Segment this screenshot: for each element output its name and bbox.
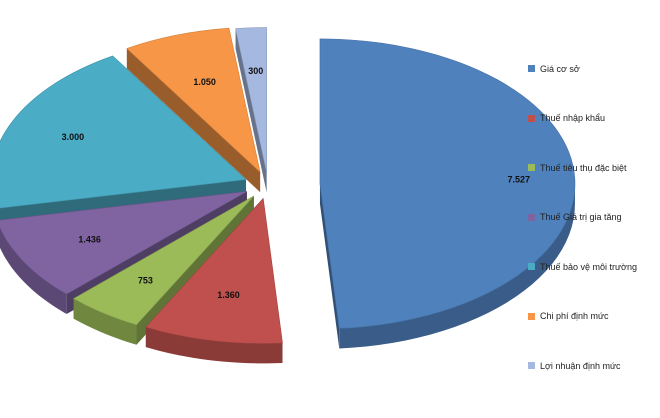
pie-slice-1: [145, 197, 283, 364]
legend-item-3: Thuế Giá trị gia tăng: [528, 193, 658, 243]
legend-item-0: Giá cơ sở: [528, 44, 658, 94]
legend-swatch-6: [528, 362, 535, 370]
legend-item-2: Thuế tiêu thụ đặc biệt: [528, 143, 658, 193]
legend-swatch-1: [528, 114, 535, 122]
legend-item-6: Lợi nhuận định mức: [528, 341, 658, 391]
legend-item-1: Thuế nhập khẩu: [528, 94, 658, 144]
legend-item-5: Chi phí định mức: [528, 292, 658, 342]
pie-slice-6: [235, 27, 267, 193]
legend-label-1: Thuế nhập khẩu: [540, 113, 606, 124]
legend-swatch-3: [528, 213, 535, 221]
data-label-3: 1.436: [78, 235, 101, 245]
legend-swatch-4: [528, 263, 535, 271]
legend-swatch-0: [528, 65, 535, 73]
data-label-2: 753: [138, 275, 153, 285]
legend-label-3: Thuế Giá trị gia tăng: [540, 212, 622, 223]
pie-slice-0: [319, 38, 576, 349]
legend-swatch-2: [528, 164, 535, 172]
legend-swatch-5: [528, 312, 535, 320]
data-label-0: 7.527: [507, 175, 530, 185]
legend-label-5: Chi phí định mức: [540, 311, 609, 322]
legend-item-4: Thuế bảo vệ môi trường: [528, 242, 658, 292]
pie-slice-5: [126, 27, 261, 193]
data-label-4: 3.000: [62, 132, 85, 142]
data-label-5: 1.050: [193, 77, 216, 87]
data-label-1: 1.360: [217, 290, 240, 300]
data-label-6: 300: [248, 66, 263, 76]
legend-label-6: Lợi nhuận định mức: [540, 360, 621, 371]
legend-label-0: Giá cơ sở: [540, 63, 580, 74]
legend: Giá cơ sở Thuế nhập khẩu Thuế tiêu thụ đ…: [528, 44, 658, 391]
legend-label-4: Thuế bảo vệ môi trường: [540, 261, 637, 272]
legend-label-2: Thuế tiêu thụ đặc biệt: [540, 162, 627, 173]
